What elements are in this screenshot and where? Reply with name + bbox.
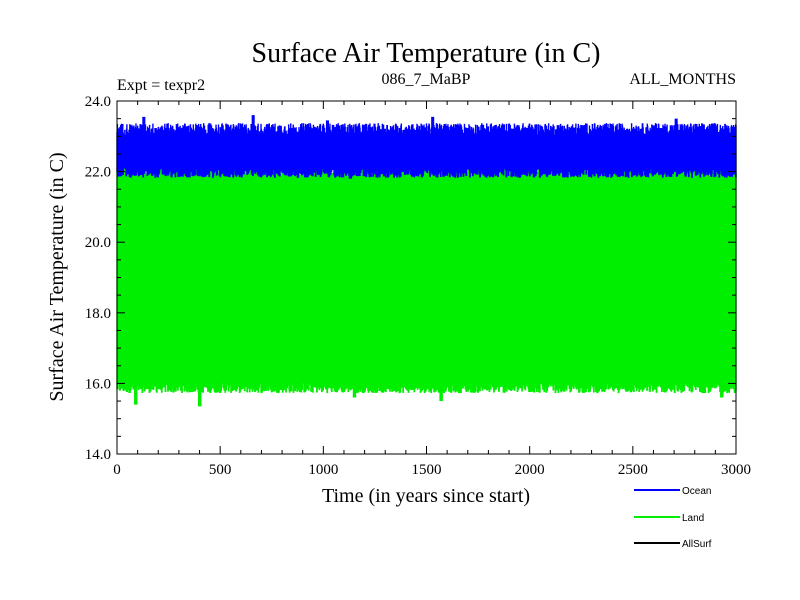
y-axis-label: Surface Air Temperature (in C) bbox=[46, 152, 68, 401]
plot-area bbox=[116, 115, 737, 407]
series-line-ocean bbox=[116, 115, 737, 179]
y-tick-label: 20.0 bbox=[85, 235, 111, 251]
legend-label-allsurf: AllSurf bbox=[682, 539, 712, 550]
series-line-land bbox=[116, 162, 737, 407]
series-ocean-band bbox=[116, 115, 737, 179]
y-tick-label: 22.0 bbox=[85, 165, 111, 181]
y-tick-label: 18.0 bbox=[85, 306, 111, 322]
legend: Ocean Land AllSurf bbox=[634, 486, 712, 550]
chart-subtitle-right: ALL_MONTHS bbox=[629, 71, 736, 88]
x-tick-label: 2000 bbox=[515, 462, 545, 478]
y-tick-label: 16.0 bbox=[85, 376, 111, 392]
chart-subtitle-left: Expt = texpr2 bbox=[117, 77, 205, 94]
legend-label-ocean: Ocean bbox=[682, 486, 711, 497]
y-tick-label: 24.0 bbox=[85, 94, 111, 110]
x-tick-label: 3000 bbox=[721, 462, 751, 478]
axes: 0 500 1000 1500 2000 2500 3000 14.0 16.0 18.0 20.0… bbox=[85, 94, 751, 478]
series-land-band bbox=[116, 162, 737, 407]
y-tick-label: 14.0 bbox=[85, 447, 111, 463]
x-tick-label: 500 bbox=[209, 462, 232, 478]
x-tick-label: 1500 bbox=[412, 462, 442, 478]
chart-subtitle-center: 086_7_MaBP bbox=[382, 71, 471, 88]
x-tick-label: 0 bbox=[113, 462, 121, 478]
legend-label-land: Land bbox=[682, 513, 704, 524]
x-tick-label: 1000 bbox=[308, 462, 338, 478]
x-tick-label: 2500 bbox=[618, 462, 648, 478]
chart-title: Surface Air Temperature (in C) bbox=[252, 38, 601, 69]
x-axis-label: Time (in years since start) bbox=[322, 485, 530, 507]
